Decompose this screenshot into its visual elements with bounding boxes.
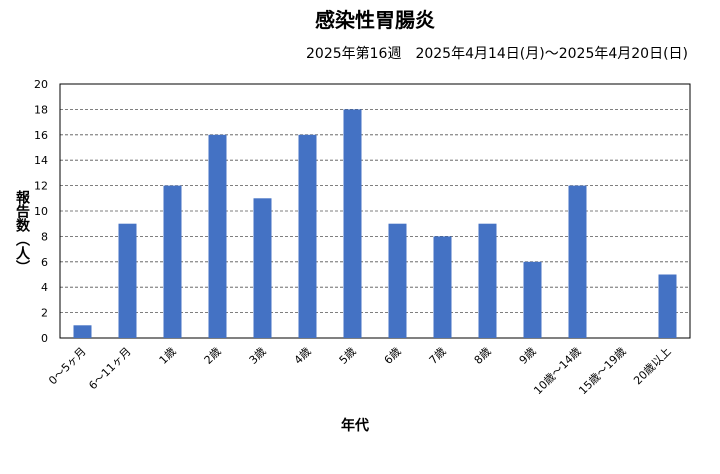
x-tick-label: 20歳以上: [631, 345, 673, 387]
bar: [523, 261, 542, 338]
bar: [73, 325, 92, 338]
bar: [388, 223, 407, 338]
x-axis-label: 年代: [341, 417, 369, 434]
x-tick-label: 6～11ヶ月: [86, 345, 133, 392]
x-tick-label: 4歳: [292, 345, 314, 367]
y-axis-label: 報告数（人）: [14, 189, 31, 274]
chart-subtitle: 2025年第16週 2025年4月14日(月)～2025年4月20日(日): [306, 45, 688, 62]
bar: [343, 109, 362, 339]
y-tick-label: 14: [34, 154, 48, 167]
y-tick-label: 6: [41, 256, 48, 269]
x-tick-label: 1歳: [157, 345, 179, 367]
bar: [208, 134, 227, 338]
y-tick-label: 12: [34, 180, 48, 193]
x-tick-label: 0～5ヶ月: [46, 345, 88, 387]
bar: [163, 185, 182, 338]
y-tick-label: 18: [34, 103, 48, 116]
x-tick-label: 6歳: [382, 345, 404, 367]
x-tick-label: 7歳: [427, 345, 449, 367]
y-tick-label: 16: [34, 129, 48, 142]
x-tick-label: 8歳: [472, 345, 494, 367]
x-tick-label: 5歳: [337, 345, 359, 367]
y-tick-label: 20: [34, 78, 48, 91]
x-tick-label: 15歳～19歳: [576, 345, 628, 397]
bar: [118, 223, 137, 338]
bar: [433, 236, 452, 338]
x-tick-label: 2歳: [202, 345, 224, 367]
x-tick-label: 3歳: [247, 345, 269, 367]
y-tick-label: 10: [34, 205, 48, 218]
bar: [658, 274, 677, 338]
bar: [478, 223, 497, 338]
chart-title: 感染性胃腸炎: [315, 8, 435, 32]
y-tick-label: 0: [41, 332, 48, 345]
y-tick-label: 4: [41, 281, 48, 294]
y-tick-label: 8: [41, 230, 48, 243]
plot-frame: [59, 83, 691, 339]
x-tick-label: 10歳～14歳: [531, 345, 583, 397]
bar: [298, 134, 317, 338]
bar: [568, 185, 587, 338]
bar: [253, 198, 272, 338]
y-tick-label: 2: [41, 307, 48, 320]
x-tick-label: 9歳: [517, 345, 539, 367]
